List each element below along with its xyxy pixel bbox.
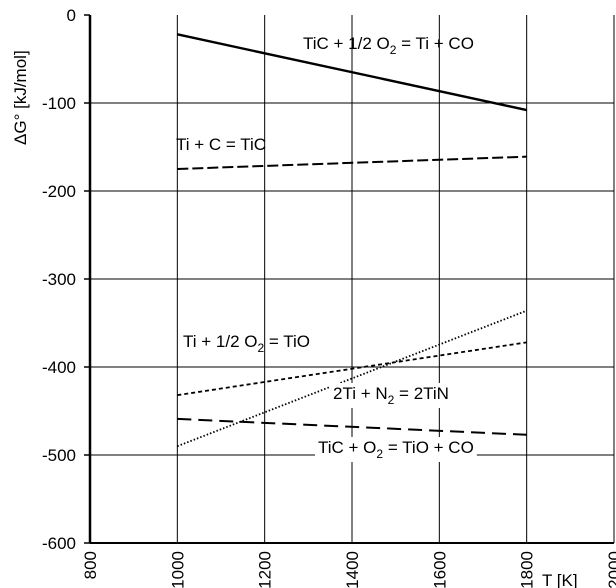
grid-lines [90,15,615,543]
series-label-text-5: TiC + O2 = TiO + CO [318,438,474,461]
series-label-main-1: TiC + 1/2 O [303,34,390,53]
tick-labels: 0 -100 -200 -300 -400 -500 -600 800 1000 1200 1400… [42,6,616,588]
series-label-sub-1: 2 [390,43,397,57]
series-label-bg-4 [330,383,452,408]
x-tick-label-1200: 1200 [256,551,275,588]
y-tick-label--300: -300 [42,270,76,289]
series-label-5: TiC + O2 = TiO + CO [315,437,477,462]
series-label-rest-4: = 2TiN [394,384,449,403]
series-label-main-5: TiC + O [318,438,376,457]
y-tick-label-0: 0 [67,6,76,25]
series-line-2 [177,155,527,170]
series-label-4: 2Ti + N2 = 2TiN [330,383,452,408]
y-tick-label--600: -600 [42,534,76,553]
series-line-4 [177,309,527,448]
x-axis-label: T [K] [542,571,578,588]
y-tick-label--100: -100 [42,94,76,113]
x-tick-label-800: 800 [81,551,100,579]
series-label-3: Ti + 1/2 O2 = TiO [183,332,310,355]
series-label-sub-4: 2 [388,393,395,407]
series-label-rest-1: = Ti + CO [396,34,473,53]
y-tick-label--200: -200 [42,182,76,201]
series-label-rest-3: = TiO [264,332,310,351]
series-label-main-3: Ti + 1/2 O [183,332,257,351]
series-label-2: Ti + C = TiC [176,135,266,154]
series-line-1 [177,33,527,112]
series-label-bg-5 [315,437,477,462]
series-label-main-2: Ti + C = TiC [176,135,266,154]
y-tick-label--500: -500 [42,446,76,465]
x-tick-label-1400: 1400 [343,551,362,588]
x-tick-label-2000: 2000 [605,551,616,588]
series-lines [177,33,527,448]
series-label-rest-5: = TiO + CO [383,438,474,457]
series-label-main-4: 2Ti + N [333,384,388,403]
x-tick-label-1000: 1000 [168,551,187,588]
series-label-text-4: 2Ti + N2 = 2TiN [333,384,449,407]
series-label-1: TiC + 1/2 O2 = Ti + CO [303,34,474,57]
series-label-sub-5: 2 [376,447,383,461]
series-label-text-1: TiC + 1/2 O2 = Ti + CO [303,34,474,57]
series-label-text-3: Ti + 1/2 O2 = TiO [183,332,310,355]
series-label-sub-3: 2 [257,341,264,355]
x-tick-label-1800: 1800 [518,551,537,588]
series-label-text-2: Ti + C = TiC [176,135,266,154]
x-tick-label-1600: 1600 [430,551,449,588]
axes [84,14,614,544]
series-line-5 [177,417,527,436]
y-axis-label: ΔG° [kJ/mol] [11,50,30,145]
y-tick-label--400: -400 [42,358,76,377]
series-line-3 [177,341,527,397]
